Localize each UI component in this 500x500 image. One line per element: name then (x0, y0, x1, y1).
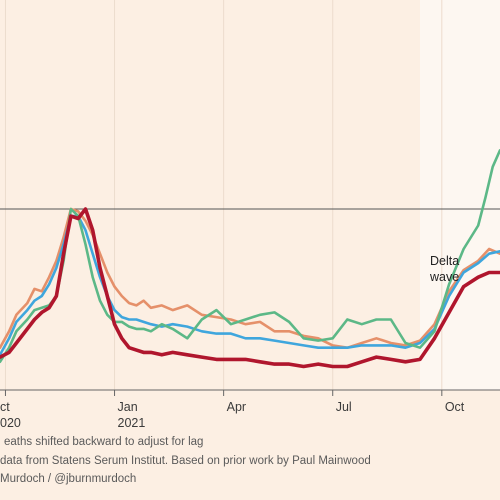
series-layer (0, 149, 500, 369)
x-tick-label: ct (0, 400, 10, 414)
annotation-delta-line1: Delta (430, 254, 459, 268)
series-line-4 (0, 207, 500, 369)
grid-lines (4, 0, 443, 390)
x-tick-label: Jul (336, 400, 352, 414)
footnote-lag: eaths shifted backward to adjust for lag (4, 436, 204, 448)
x-tick-label: Jan (118, 400, 138, 414)
x-tick-label: Oct (445, 400, 465, 414)
x-tick-label: Apr (227, 400, 246, 414)
x-axis-ticks: ct 020 Jan 2021 Apr Jul Oct (0, 390, 465, 430)
series-line-2 (0, 214, 500, 357)
x-tick-sublabel: 020 (0, 416, 21, 430)
annotation-delta-line2: wave (429, 270, 459, 284)
footnote-credit: Murdoch / @jburnmurdoch (0, 473, 137, 485)
footnote-source: data from Statens Serum Institut. Based … (0, 455, 371, 467)
series-line-1 (0, 207, 500, 350)
x-tick-sublabel: 2021 (118, 416, 146, 430)
